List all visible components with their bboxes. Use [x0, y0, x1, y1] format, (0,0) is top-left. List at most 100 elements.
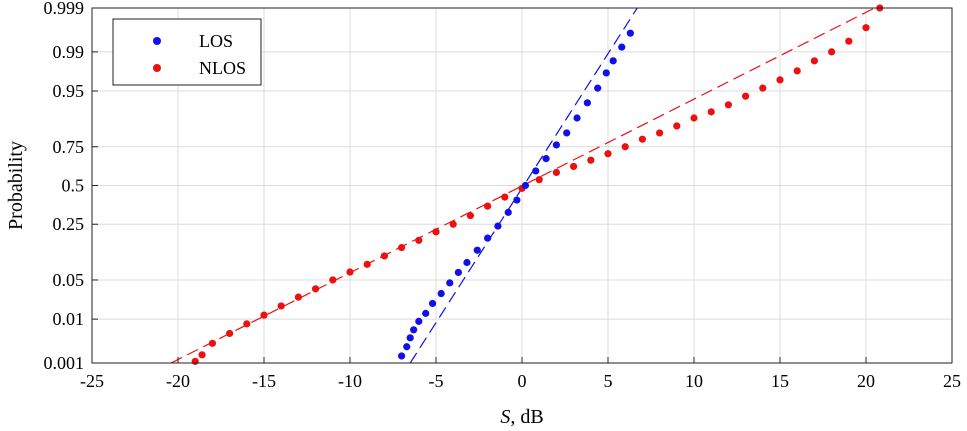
los-point: [484, 234, 492, 242]
los-point: [473, 246, 481, 254]
nlos-point: [776, 76, 784, 84]
y-tick-label: 0.95: [53, 81, 85, 101]
los-point: [521, 181, 530, 190]
x-tick-label: -5: [429, 371, 444, 391]
nlos-point: [277, 302, 285, 310]
nlos-point: [312, 285, 320, 293]
nlos-point: [656, 129, 664, 137]
nlos-point: [638, 135, 647, 143]
nlos-point: [208, 339, 216, 347]
nlos-point: [466, 212, 474, 220]
los-series: [398, 29, 634, 360]
nlos-point: [810, 57, 819, 65]
los-point: [406, 334, 414, 342]
y-tick-label: 0.99: [53, 42, 85, 62]
legend: LOS NLOS: [112, 18, 262, 86]
x-tick-label: 5: [604, 371, 613, 391]
x-axis-title-italic: S: [500, 406, 510, 428]
los-point: [594, 84, 602, 92]
los-point: [609, 57, 617, 65]
nlos-point: [398, 243, 406, 252]
x-tick-label: -15: [252, 371, 276, 391]
nlos-point: [535, 176, 543, 184]
x-axis-title: S, dB: [500, 406, 543, 428]
y-tick-label: 0.999: [44, 0, 85, 18]
los-point: [552, 141, 561, 149]
nlos-point: [191, 357, 199, 365]
los-point: [513, 196, 521, 204]
nlos-point: [604, 150, 612, 158]
nlos-point: [329, 276, 337, 284]
x-tick-label: 25: [943, 371, 961, 391]
nlos-point: [587, 156, 595, 164]
los-point: [446, 279, 454, 287]
y-tick-label: 0.01: [53, 309, 85, 329]
los-point: [532, 167, 540, 175]
nlos-point: [346, 268, 354, 276]
nlos-point: [415, 236, 423, 244]
y-tick-label: 0.001: [44, 353, 85, 373]
los-point: [403, 343, 411, 351]
nlos-point: [449, 220, 457, 228]
nlos-point: [432, 228, 440, 236]
legend-items: LOS NLOS: [153, 31, 246, 78]
y-axis-title: Probability: [5, 141, 27, 230]
x-tick-label: -25: [80, 371, 104, 391]
nlos-point: [570, 162, 578, 171]
x-tick-label: -20: [166, 371, 190, 391]
x-tick-label: 0: [518, 371, 527, 391]
nlos-point: [828, 48, 836, 56]
y-tick-label: 0.05: [53, 270, 85, 290]
x-tick-label: 20: [857, 371, 875, 391]
nlos-point: [226, 329, 234, 338]
nlos-series: [191, 4, 884, 365]
los-point: [437, 289, 445, 298]
x-tick-label: -10: [338, 371, 362, 391]
los-legend-marker: [153, 37, 161, 45]
los-point: [583, 99, 591, 107]
nlos-point: [673, 122, 681, 130]
nlos-point: [707, 108, 715, 116]
los-point: [542, 155, 550, 163]
los-point: [415, 317, 423, 325]
nlos-point: [690, 114, 698, 122]
nlos-point: [759, 84, 767, 92]
los-legend-label: LOS: [199, 31, 233, 51]
nlos-point: [243, 320, 251, 328]
nlos-point: [484, 202, 492, 210]
fit-lines: [170, 7, 875, 364]
los-point: [428, 299, 437, 308]
los-point: [494, 222, 502, 230]
nlos-point: [501, 193, 509, 201]
los-point: [410, 326, 418, 334]
los-point: [626, 29, 634, 37]
nlos-point: [862, 24, 870, 32]
nlos-point: [793, 67, 801, 75]
nlos-fit-line: [170, 7, 875, 364]
x-tick-label: 10: [685, 371, 703, 391]
legend-box: [112, 18, 262, 86]
los-point: [618, 43, 626, 51]
los-point: [463, 258, 471, 267]
data-points: [191, 4, 884, 365]
nlos-point: [742, 92, 750, 100]
los-point: [398, 352, 406, 360]
los-point: [504, 208, 512, 216]
y-tick-label: 0.5: [62, 176, 85, 196]
los-point: [563, 129, 571, 137]
nlos-point: [724, 101, 733, 109]
nlos-point: [198, 351, 206, 359]
nlos-point: [363, 260, 371, 268]
nlos-point: [380, 252, 388, 260]
nlos-legend-label: NLOS: [199, 58, 246, 78]
los-point: [454, 268, 462, 277]
y-tick-label: 0.75: [53, 137, 85, 157]
nlos-point: [260, 311, 268, 319]
nlos-point: [294, 293, 302, 301]
nlos-point: [621, 143, 629, 151]
x-axis-title-rest: , dB: [510, 406, 543, 428]
los-point: [422, 309, 430, 317]
nlos-point: [845, 37, 853, 45]
los-fit-line: [409, 7, 638, 364]
